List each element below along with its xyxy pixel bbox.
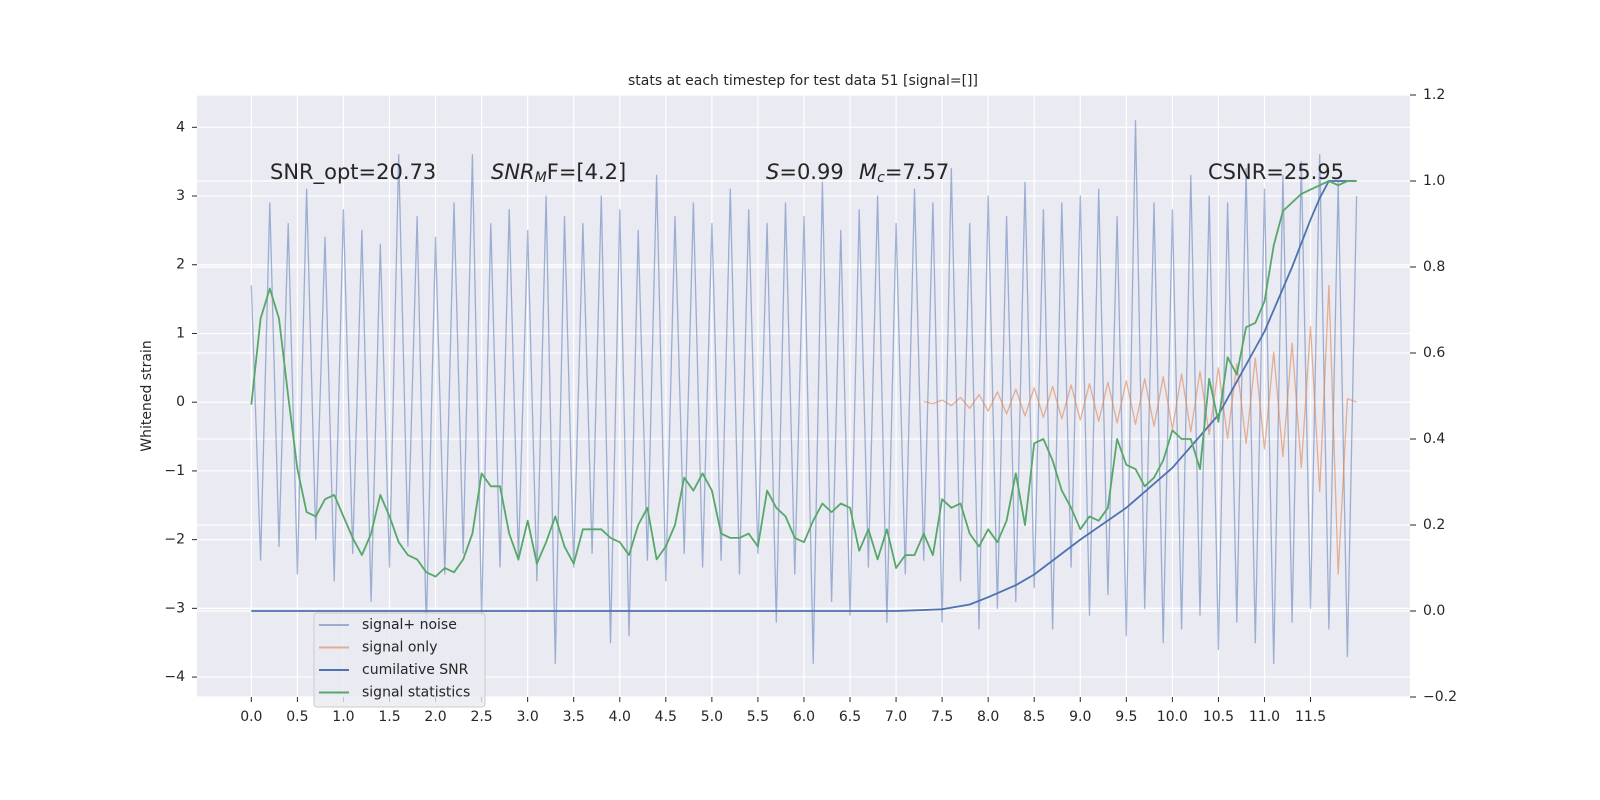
- x-tick-label: 7.0: [885, 709, 907, 725]
- x-tick-label: 5.0: [701, 709, 723, 725]
- legend-label: cumilative SNR: [362, 662, 469, 678]
- x-tick-label: 2.5: [470, 709, 492, 725]
- y-axis-label: Whitened strain: [139, 340, 155, 451]
- x-tick-label: 1.5: [378, 709, 400, 725]
- x-tick-label: 10.5: [1203, 709, 1234, 725]
- x-tick-label: 0.0: [240, 709, 262, 725]
- x-tick-label: 5.5: [747, 709, 769, 725]
- y-tick-label: −2: [164, 532, 185, 548]
- x-tick-label: 9.5: [1115, 709, 1137, 725]
- legend-box: [313, 612, 486, 708]
- y2-tick-label: 0.0: [1423, 603, 1445, 619]
- y2-tick-label: 0.8: [1423, 259, 1445, 275]
- y2-tick-label: −0.2: [1423, 689, 1457, 705]
- y-tick-label: 2: [176, 257, 185, 273]
- y-tick-label: 4: [176, 119, 185, 135]
- x-tick-label: 7.5: [931, 709, 953, 725]
- annotation: CSNR=25.95: [1208, 160, 1344, 184]
- x-tick-label: 9.0: [1069, 709, 1091, 725]
- x-tick-label: 11.5: [1295, 709, 1326, 725]
- y-tick-label: −3: [164, 600, 185, 616]
- x-tick-label: 3.5: [563, 709, 585, 725]
- series-line: [923, 284, 1357, 575]
- annotation: SNR_opt=20.73: [270, 160, 436, 185]
- y-tick-label: 1: [176, 325, 185, 341]
- annotation-rest: =0.99: [779, 160, 843, 184]
- x-tick-label: 8.5: [1023, 709, 1045, 725]
- x-tick-label: 0.5: [286, 709, 308, 725]
- x-tick-label: 4.5: [655, 709, 677, 725]
- annotation-text: M: [859, 160, 877, 184]
- x-tick-label: 8.0: [977, 709, 999, 725]
- x-tick-label: 4.0: [609, 709, 631, 725]
- x-tick-label: 1.0: [332, 709, 354, 725]
- y-tick-label: −1: [164, 463, 185, 479]
- annotation-rest: =7.57: [885, 160, 949, 184]
- x-tick-label: 10.0: [1157, 709, 1188, 725]
- annotation-text: S: [766, 160, 779, 184]
- y-tick-label: −4: [164, 669, 185, 685]
- annotation: SNRMF=[4.2]: [491, 160, 626, 186]
- series-line: [250, 119, 1358, 664]
- legend-label: signal statistics: [362, 685, 470, 701]
- y-tick-label: 3: [176, 188, 185, 204]
- x-tick-label: 2.0: [424, 709, 446, 725]
- y2-tick-label: 0.2: [1423, 517, 1445, 533]
- annotation: Mc=7.57: [859, 160, 949, 186]
- y2-tick-label: 1.2: [1423, 87, 1445, 103]
- y2-tick-label: 0.4: [1423, 431, 1445, 447]
- x-tick-label: 11.0: [1249, 709, 1280, 725]
- annotation-sub: c: [877, 170, 885, 186]
- x-tick-label: 6.0: [793, 709, 815, 725]
- annotation-rest: F=[4.2]: [547, 160, 626, 184]
- legend-label: signal only: [362, 640, 437, 656]
- annotation-text: CSNR=25.95: [1208, 160, 1344, 184]
- legend: signal+ noise signal only cumilative SNR si…: [313, 612, 486, 708]
- legend-label: signal+ noise: [362, 617, 457, 633]
- y2-tick-label: 1.0: [1423, 173, 1445, 189]
- series-line: [250, 180, 1357, 578]
- grid: [197, 94, 1410, 698]
- annotation-text: SNR: [491, 160, 535, 184]
- annotation: S=0.99: [766, 160, 844, 184]
- annotation-sub: M: [535, 170, 547, 186]
- series-line: [251, 180, 1357, 612]
- y-tick-label: 0: [176, 394, 185, 410]
- x-tick-label: 3.0: [517, 709, 539, 725]
- chart-title: stats at each timestep for test data 51 …: [628, 73, 978, 89]
- annotation-text: SNR_opt=20.73: [270, 160, 436, 185]
- x-tick-label: 6.5: [839, 709, 861, 725]
- y2-tick-label: 0.6: [1423, 345, 1445, 361]
